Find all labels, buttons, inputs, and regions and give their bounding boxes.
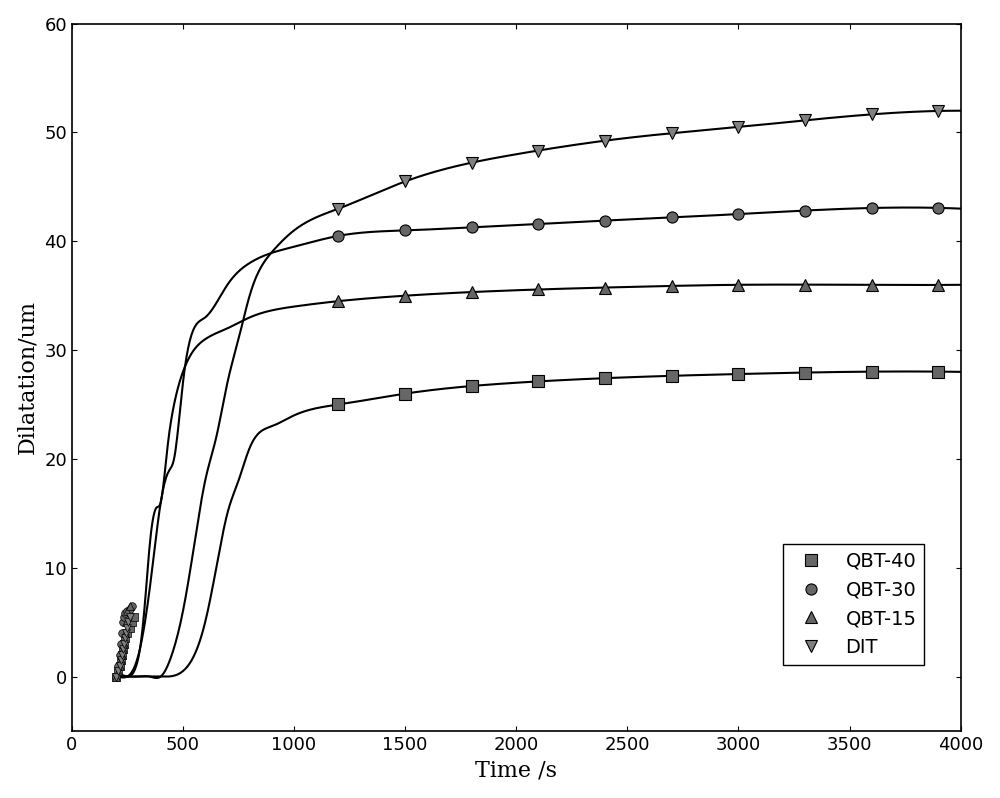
Point — [108, 670, 124, 683]
Point — [117, 632, 133, 645]
Point — [108, 670, 124, 683]
QBT-30 — [399, 226, 411, 235]
DIT — [866, 109, 878, 119]
Point — [117, 632, 133, 645]
QBT-40 — [532, 377, 544, 386]
QBT-15 — [866, 280, 878, 290]
QBT-30 — [932, 203, 944, 212]
Point — [115, 616, 131, 629]
Point — [118, 626, 134, 639]
QBT-40 — [599, 373, 611, 383]
Point — [117, 607, 133, 620]
Point — [114, 648, 130, 661]
Point — [122, 602, 138, 615]
Y-axis label: Dilatation/um: Dilatation/um — [17, 300, 39, 454]
Point — [119, 605, 135, 618]
Point — [114, 626, 130, 639]
DIT — [666, 128, 678, 138]
Point — [114, 648, 130, 661]
QBT-30 — [599, 215, 611, 225]
QBT-15 — [399, 291, 411, 301]
Point — [118, 616, 134, 629]
Line: QBT-40: QBT-40 — [333, 366, 944, 410]
Point — [119, 626, 135, 639]
Point — [115, 643, 131, 656]
QBT-15 — [732, 280, 744, 290]
Point — [110, 665, 126, 678]
Point — [110, 659, 126, 672]
QBT-40 — [732, 369, 744, 379]
QBT-40 — [799, 368, 811, 377]
Point — [115, 643, 131, 656]
Point — [116, 610, 132, 623]
Point — [112, 648, 128, 661]
Point — [124, 599, 140, 612]
Point — [108, 670, 124, 683]
DIT — [599, 136, 611, 145]
Point — [116, 638, 132, 650]
QBT-30 — [732, 209, 744, 219]
Point — [113, 654, 129, 666]
Point — [119, 621, 135, 634]
DIT — [532, 146, 544, 156]
QBT-15 — [599, 282, 611, 292]
QBT-40 — [866, 367, 878, 377]
Line: QBT-30: QBT-30 — [333, 203, 944, 242]
DIT — [399, 176, 411, 186]
Point — [122, 599, 138, 612]
QBT-40 — [466, 381, 478, 391]
Point — [122, 610, 138, 623]
Point — [110, 665, 126, 678]
Point — [119, 605, 135, 618]
Point — [117, 626, 133, 639]
DIT — [932, 106, 944, 116]
QBT-30 — [532, 219, 544, 228]
Point — [114, 648, 130, 661]
Point — [113, 638, 129, 650]
Point — [116, 638, 132, 650]
QBT-30 — [799, 206, 811, 215]
Point — [120, 616, 136, 629]
Point — [126, 610, 142, 623]
QBT-30 — [466, 223, 478, 232]
Point — [112, 659, 128, 672]
Point — [110, 665, 126, 678]
QBT-15 — [466, 287, 478, 297]
QBT-15 — [799, 280, 811, 290]
Point — [113, 654, 129, 666]
QBT-40 — [932, 367, 944, 377]
DIT — [466, 158, 478, 168]
QBT-40 — [332, 400, 344, 409]
Legend: QBT-40, QBT-30, QBT-15, DIT: QBT-40, QBT-30, QBT-15, DIT — [783, 544, 924, 665]
QBT-15 — [332, 296, 344, 306]
QBT-15 — [532, 285, 544, 294]
QBT-15 — [932, 280, 944, 290]
QBT-40 — [666, 371, 678, 381]
QBT-15 — [666, 281, 678, 290]
QBT-30 — [666, 212, 678, 222]
DIT — [332, 203, 344, 213]
Point — [112, 659, 128, 672]
Point — [112, 659, 128, 672]
QBT-40 — [399, 389, 411, 398]
Point — [116, 638, 132, 650]
QBT-30 — [866, 203, 878, 213]
Line: QBT-15: QBT-15 — [333, 279, 944, 306]
Point — [122, 621, 138, 634]
Line: DIT: DIT — [333, 105, 944, 214]
X-axis label: Time /s: Time /s — [475, 760, 557, 781]
DIT — [732, 122, 744, 132]
QBT-30 — [332, 231, 344, 241]
Point — [124, 616, 140, 629]
DIT — [799, 116, 811, 125]
Point — [108, 670, 124, 683]
Point — [115, 643, 131, 656]
Point — [113, 654, 129, 666]
